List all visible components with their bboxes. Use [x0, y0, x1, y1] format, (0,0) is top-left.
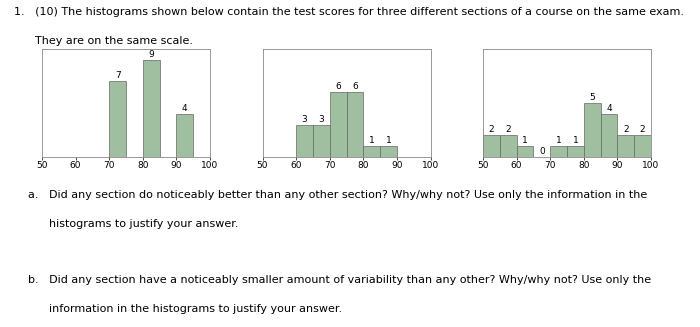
- Bar: [330, 92, 346, 157]
- Text: 2: 2: [623, 125, 629, 134]
- Text: 2: 2: [489, 125, 494, 134]
- Text: 2: 2: [640, 125, 645, 134]
- Bar: [483, 135, 500, 157]
- Bar: [363, 146, 380, 157]
- Text: 5: 5: [589, 93, 595, 102]
- Text: 6: 6: [352, 82, 358, 91]
- Text: 7: 7: [115, 71, 120, 80]
- Text: 9: 9: [148, 50, 154, 59]
- Text: 3: 3: [318, 114, 324, 124]
- Bar: [567, 146, 584, 157]
- Text: 1: 1: [369, 136, 375, 145]
- Text: 4: 4: [182, 104, 188, 113]
- Bar: [109, 81, 126, 157]
- Bar: [346, 92, 363, 157]
- Text: 1.   (10) The histograms shown below contain the test scores for three different: 1. (10) The histograms shown below conta…: [14, 7, 684, 17]
- Bar: [517, 146, 533, 157]
- Bar: [617, 135, 634, 157]
- Bar: [634, 135, 651, 157]
- Text: 0: 0: [539, 147, 545, 156]
- Text: 2: 2: [505, 125, 511, 134]
- Text: a.   Did any section do noticeably better than any other section? Why/why not? U: a. Did any section do noticeably better …: [28, 190, 648, 200]
- Text: b.   Did any section have a noticeably smaller amount of variability than any ot: b. Did any section have a noticeably sma…: [28, 275, 651, 285]
- Bar: [500, 135, 517, 157]
- Bar: [601, 114, 617, 157]
- Text: 6: 6: [335, 82, 341, 91]
- Text: 1: 1: [573, 136, 578, 145]
- Text: 3: 3: [302, 114, 307, 124]
- Bar: [176, 114, 193, 157]
- Text: 1: 1: [522, 136, 528, 145]
- Text: information in the histograms to justify your answer.: information in the histograms to justify…: [28, 304, 342, 314]
- Text: 4: 4: [606, 104, 612, 113]
- Bar: [313, 125, 330, 157]
- Text: histograms to justify your answer.: histograms to justify your answer.: [28, 219, 239, 229]
- Bar: [296, 125, 313, 157]
- Text: 1: 1: [386, 136, 391, 145]
- Bar: [143, 60, 160, 157]
- Bar: [380, 146, 397, 157]
- Bar: [550, 146, 567, 157]
- Text: They are on the same scale.: They are on the same scale.: [14, 36, 193, 46]
- Bar: [584, 103, 601, 157]
- Text: 1: 1: [556, 136, 561, 145]
